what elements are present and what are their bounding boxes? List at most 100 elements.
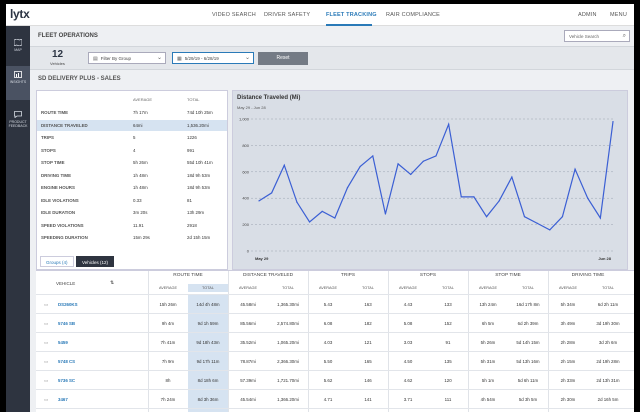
data-point xyxy=(460,196,462,198)
group-filter-value: Filter By Group xyxy=(100,56,131,61)
sidebar-item-product-feedback[interactable]: PRODUCT FEEDBACK xyxy=(6,106,30,142)
table-cell: 45.58mi xyxy=(240,302,256,307)
stat-total: 18d 9h 53m xyxy=(187,185,211,190)
column-subheader[interactable]: TOTAL xyxy=(522,286,534,290)
data-point xyxy=(410,173,412,176)
table-cell: 133 xyxy=(444,302,452,307)
column-subheader[interactable]: TOTAL xyxy=(188,284,228,292)
data-point xyxy=(435,155,437,157)
stat-total: 55d 10h 41m xyxy=(187,160,213,165)
reset-button[interactable]: Reset xyxy=(258,52,308,65)
data-point xyxy=(498,200,500,202)
stat-average: 1h 48m xyxy=(133,172,148,178)
table-cell: 3.03 xyxy=(403,340,413,345)
vehicle-link[interactable]: 5736 SC xyxy=(58,378,76,383)
chevron-down-icon: ⌄ xyxy=(244,55,250,61)
nav-rair-compliance[interactable]: RAIR COMPLIANCE xyxy=(386,12,441,18)
data-point xyxy=(422,160,424,162)
column-subheader[interactable]: TOTAL xyxy=(362,286,374,290)
x-tick-label: May 29 xyxy=(255,256,269,261)
main-content: FLEET OPERATIONS Vehicle Search ⌕ 12 Veh… xyxy=(30,26,634,412)
table-cell: 5h 31m xyxy=(480,359,496,364)
table-row: ▭ 5736 SC 8h 8d 18h 6m 57.39mi 1,721.70mi 5.62… xyxy=(36,370,634,389)
table-cell: 4.71 xyxy=(323,397,333,402)
column-subheader[interactable]: AVERAGE xyxy=(158,286,178,290)
stat-row: IDLE DURATION 3m 20s 13h 29m xyxy=(37,207,227,218)
table-cell: 57.39mi xyxy=(240,378,256,383)
column-subheader[interactable]: TOTAL xyxy=(282,286,294,290)
sidebar-item-insights[interactable]: INSIGHTS xyxy=(6,66,30,100)
stat-row: STOPS 4 991 xyxy=(37,145,227,156)
table-row: ▭ 3467 7h 24m 8d 3h 36m 45.54mi 1,366.20mi 4.7… xyxy=(36,389,634,408)
data-point xyxy=(308,221,311,223)
column-subheader[interactable]: AVERAGE xyxy=(398,286,418,290)
sidebar-item-map[interactable]: MAP xyxy=(6,34,30,64)
stat-total: 74d 10h 25m xyxy=(187,110,213,115)
column-subheader[interactable]: TOTAL xyxy=(602,286,614,290)
data-point xyxy=(258,200,260,202)
table-cell: 6.08 xyxy=(323,321,333,326)
stats-header-total: TOTAL xyxy=(187,97,200,102)
column-group-header: STOPS xyxy=(419,273,437,278)
table-cell: 5.62 xyxy=(323,378,333,383)
chevron-down-icon: ⌄ xyxy=(156,55,162,61)
date-range-dropdown[interactable]: ▦ 5/29/19 - 6/28/19 ⌄ xyxy=(172,52,254,64)
table-cell: 4.62 xyxy=(403,378,413,383)
column-subheader[interactable]: TOTAL xyxy=(442,286,454,290)
tab-groups[interactable]: Groups (4) xyxy=(40,256,74,267)
column-divider xyxy=(228,271,229,412)
table-cell: 1,721.70mi xyxy=(277,378,299,383)
chart-title: Distance Traveled (Mi) xyxy=(237,95,301,101)
table-cell: 146 xyxy=(364,378,372,383)
table-cell: 121 xyxy=(364,340,372,345)
page-title: FLEET OPERATIONS xyxy=(38,33,98,39)
table-cell: 4h 54m xyxy=(480,397,496,402)
vehicle-link[interactable]: DS260KS xyxy=(58,302,78,307)
column-subheader[interactable]: AVERAGE xyxy=(238,286,258,290)
table-cell: 6d 2h 39m xyxy=(517,321,539,326)
column-divider xyxy=(548,271,549,412)
tab-vehicles[interactable]: Vehicles (12) xyxy=(76,256,115,267)
chart-subtitle: May 29 - Jun 28 xyxy=(237,105,266,110)
vehicle-link[interactable]: 5746 SB xyxy=(58,321,76,326)
vehicle-table: VEHICLE ⇅ ROUTE TIME AVERAGE TOTAL DISTANCE T… xyxy=(36,270,634,412)
table-cell: 2h 28m xyxy=(560,340,576,345)
stat-row: DRIVING TIME 1h 48m 18d 9h 53m xyxy=(37,170,227,181)
sidebar-label-map: MAP xyxy=(14,48,22,52)
table-cell: 6d 2h 11m xyxy=(597,302,619,307)
table-cell: 6h 5m xyxy=(481,321,495,326)
stat-label: DRIVING TIME xyxy=(41,172,72,178)
table-cell: 15h 26m xyxy=(159,302,177,307)
column-subheader[interactable]: AVERAGE xyxy=(558,286,578,290)
table-cell: 152 xyxy=(444,321,452,326)
vehicle-link[interactable]: 5748 CS xyxy=(58,359,76,364)
nav-video-search[interactable]: VIDEO SEARCH xyxy=(212,12,256,18)
data-point xyxy=(271,192,273,194)
stat-label: IDLE VIOLATIONS xyxy=(41,197,79,203)
column-subheader[interactable]: AVERAGE xyxy=(318,286,338,290)
column-subheader[interactable]: AVERAGE xyxy=(478,286,498,290)
nav-menu[interactable]: MENU xyxy=(610,12,627,18)
nav-fleet-tracking[interactable]: FLEET TRACKING xyxy=(326,12,377,18)
table-cell: 5d 13h 16m xyxy=(516,359,540,364)
stat-label: SPEEDING DURATION xyxy=(41,235,88,240)
table-cell: 2d 16h 5m xyxy=(597,397,619,402)
group-filter-dropdown[interactable]: ▤ Filter By Group ⌄ xyxy=(88,52,166,64)
stat-average: 4 xyxy=(133,147,136,153)
vehicle-link[interactable]: 5459 xyxy=(58,340,68,345)
table-cell: 2h 30m xyxy=(560,397,576,402)
vehicle-link[interactable]: 3467 xyxy=(58,397,68,402)
table-cell: 120 xyxy=(444,378,452,383)
table-cell: 2d 19h 28m xyxy=(596,359,620,364)
table-cell: 8h xyxy=(165,378,171,383)
stats-header-average: AVERAGE xyxy=(133,97,153,102)
nav-admin[interactable]: ADMIN xyxy=(578,12,597,18)
vehicle-search-input[interactable]: Vehicle Search ⌕ xyxy=(564,30,630,42)
nav-driver-safety[interactable]: DRIVER SAFETY xyxy=(264,12,311,18)
stat-row: SPEED VIOLATIONS 11.91 2918 xyxy=(37,220,227,231)
table-cell: 141 xyxy=(364,397,372,402)
data-point xyxy=(561,216,564,218)
table-cell: 163 xyxy=(364,302,372,307)
y-tick-label: 600 xyxy=(242,169,249,174)
table-cell: 2d 13h 31m xyxy=(596,378,620,383)
